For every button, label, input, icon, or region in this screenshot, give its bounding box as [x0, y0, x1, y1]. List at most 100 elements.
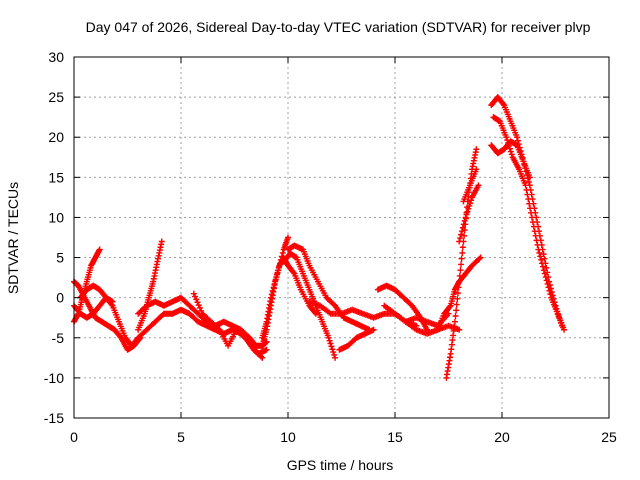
x-tick-label: 15 — [387, 429, 403, 445]
x-tick-label: 25 — [601, 429, 617, 445]
data-point — [561, 326, 568, 333]
data-point — [275, 267, 282, 274]
data-point — [540, 251, 547, 258]
data-point — [198, 307, 205, 314]
data-point — [534, 241, 541, 248]
data-point — [546, 287, 553, 294]
data-point — [544, 280, 551, 287]
data-point — [268, 291, 275, 298]
data-point — [473, 146, 480, 153]
data-point — [285, 234, 291, 241]
data-point — [461, 217, 468, 224]
data-point — [514, 137, 521, 144]
data-point — [454, 290, 461, 297]
data-point — [326, 337, 333, 344]
y-tick-label: 15 — [48, 169, 64, 185]
data-point — [527, 205, 534, 212]
data-point — [543, 277, 550, 284]
data-point — [524, 191, 531, 198]
data-point — [508, 151, 515, 158]
y-tick-label: 0 — [56, 290, 64, 306]
data-point — [278, 253, 285, 260]
x-tick-label: 10 — [280, 429, 296, 445]
data-point — [457, 267, 464, 274]
data-point — [542, 274, 549, 281]
data-point — [193, 296, 200, 303]
data-point — [525, 196, 532, 203]
series-track-14 — [336, 326, 377, 353]
data-point — [457, 235, 464, 242]
data-point — [455, 284, 462, 291]
data-point — [273, 274, 280, 281]
data-point — [473, 166, 480, 173]
series-track-15 — [374, 282, 431, 333]
data-point — [459, 244, 466, 251]
data-point — [467, 200, 474, 207]
data-point — [533, 237, 540, 244]
y-axis-label: SDTVAR / TECUs — [5, 182, 21, 294]
data-point — [215, 325, 222, 332]
data-point — [258, 353, 265, 360]
data-point — [476, 255, 483, 262]
data-point — [507, 148, 514, 155]
axis-ticks: -15 -10 -5 0 5 10 15 20 25 30 0 5 10 15 20 25 — [44, 49, 617, 445]
x-tick-label: 5 — [177, 429, 185, 445]
data-point — [540, 267, 547, 274]
series-track-10 — [259, 234, 291, 341]
data-point — [332, 354, 339, 361]
data-point — [453, 301, 460, 308]
data-point — [446, 303, 453, 310]
data-point — [329, 346, 336, 353]
data-point — [96, 246, 103, 253]
data-point — [328, 343, 335, 350]
y-tick-label: 10 — [48, 209, 64, 225]
data-point — [190, 290, 197, 297]
series-track-3 — [71, 278, 144, 353]
data-series — [71, 94, 568, 381]
y-tick-label: 5 — [56, 250, 64, 266]
data-point — [536, 249, 543, 256]
plot-frame — [73, 56, 610, 419]
data-point — [331, 351, 338, 358]
data-point — [370, 326, 377, 333]
data-point — [541, 270, 548, 277]
data-point — [522, 182, 529, 189]
series-track-20 — [456, 182, 482, 245]
data-point — [475, 182, 482, 189]
data-point — [451, 318, 458, 325]
data-point — [454, 295, 461, 302]
data-point — [452, 313, 459, 320]
chart-title: Day 047 of 2026, Sidereal Day-to-day VTE… — [86, 19, 591, 35]
data-point — [458, 261, 465, 268]
data-point — [526, 174, 533, 181]
series-track-22 — [488, 94, 565, 329]
data-point — [538, 256, 545, 263]
data-point — [274, 270, 281, 277]
data-point — [194, 299, 201, 306]
series-track-8 — [190, 290, 266, 361]
data-point — [477, 254, 484, 261]
data-point — [530, 223, 537, 230]
data-point — [272, 277, 279, 284]
data-point — [526, 200, 533, 207]
data-point — [456, 238, 463, 245]
data-point — [267, 294, 274, 301]
data-point — [192, 293, 199, 300]
data-point — [263, 346, 270, 353]
data-point — [523, 186, 530, 193]
data-point — [468, 197, 475, 204]
series-track-23 — [490, 114, 568, 333]
data-point — [460, 221, 467, 228]
data-point — [325, 334, 332, 341]
data-point — [459, 224, 466, 231]
data-point — [531, 228, 538, 235]
data-point — [535, 246, 542, 253]
data-point — [532, 232, 539, 239]
x-tick-label: 20 — [494, 429, 510, 445]
data-point — [277, 260, 284, 267]
data-point — [158, 238, 165, 245]
data-point — [537, 253, 544, 260]
data-point — [529, 219, 536, 226]
x-axis-label: GPS time / hours — [287, 457, 394, 473]
y-tick-label: 20 — [48, 129, 64, 145]
